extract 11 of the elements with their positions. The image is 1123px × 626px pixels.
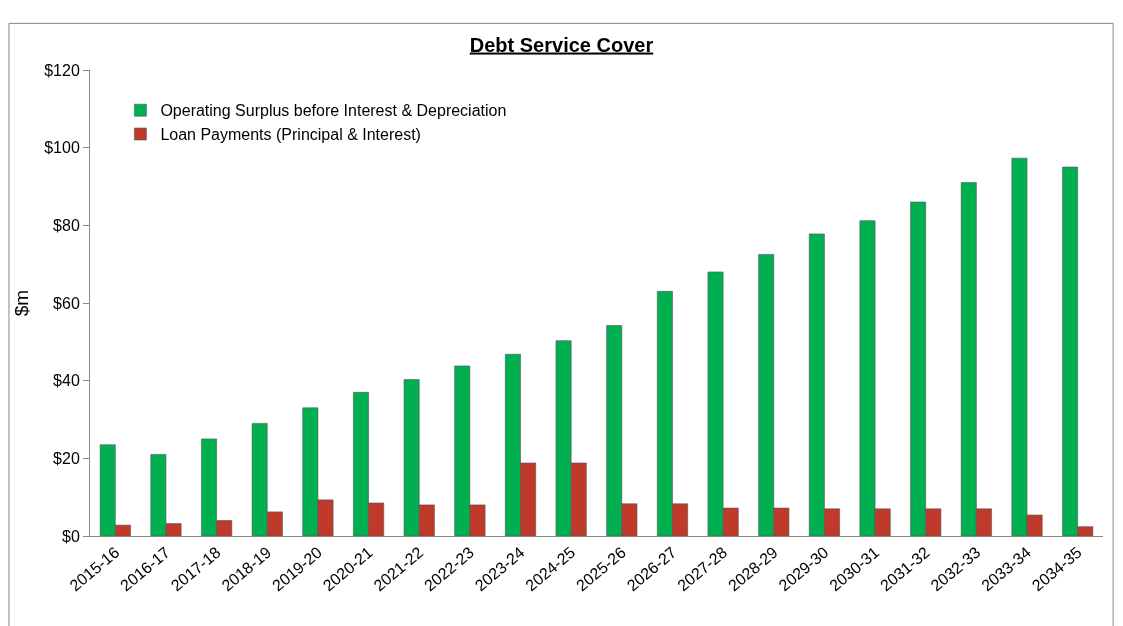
y-tick-label: $20 <box>53 449 80 467</box>
legend-label: Operating Surplus before Interest & Depreciation <box>160 102 507 120</box>
y-axis-title: $m <box>11 289 33 317</box>
chart-title: Debt Service Cover <box>469 33 654 56</box>
legend-label: Loan Payments (Principal & Interest) <box>160 126 421 144</box>
y-tick-label: $60 <box>53 294 80 312</box>
y-tick-label: $100 <box>44 139 80 157</box>
y-tick-label: $0 <box>62 527 80 545</box>
y-tick-label: $40 <box>53 372 80 390</box>
y-tick-label: $80 <box>53 216 80 234</box>
y-tick-label: $120 <box>44 61 80 79</box>
